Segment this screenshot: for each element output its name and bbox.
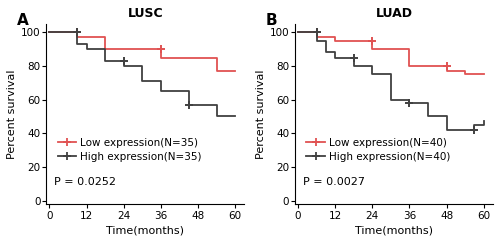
- Title: LUSC: LUSC: [128, 7, 163, 20]
- Y-axis label: Percent survival: Percent survival: [256, 69, 266, 159]
- X-axis label: Time(months): Time(months): [355, 225, 433, 235]
- Y-axis label: Percent survival: Percent survival: [7, 69, 17, 159]
- Text: B: B: [265, 13, 277, 28]
- Text: P = 0.0252: P = 0.0252: [54, 177, 116, 187]
- X-axis label: Time(months): Time(months): [106, 225, 184, 235]
- Legend: Low expression(N=35), High expression(N=35): Low expression(N=35), High expression(N=…: [56, 136, 204, 164]
- Legend: Low expression(N=40), High expression(N=40): Low expression(N=40), High expression(N=…: [304, 136, 452, 164]
- Text: A: A: [16, 13, 28, 28]
- Title: LUAD: LUAD: [376, 7, 412, 20]
- Text: P = 0.0027: P = 0.0027: [303, 177, 365, 187]
